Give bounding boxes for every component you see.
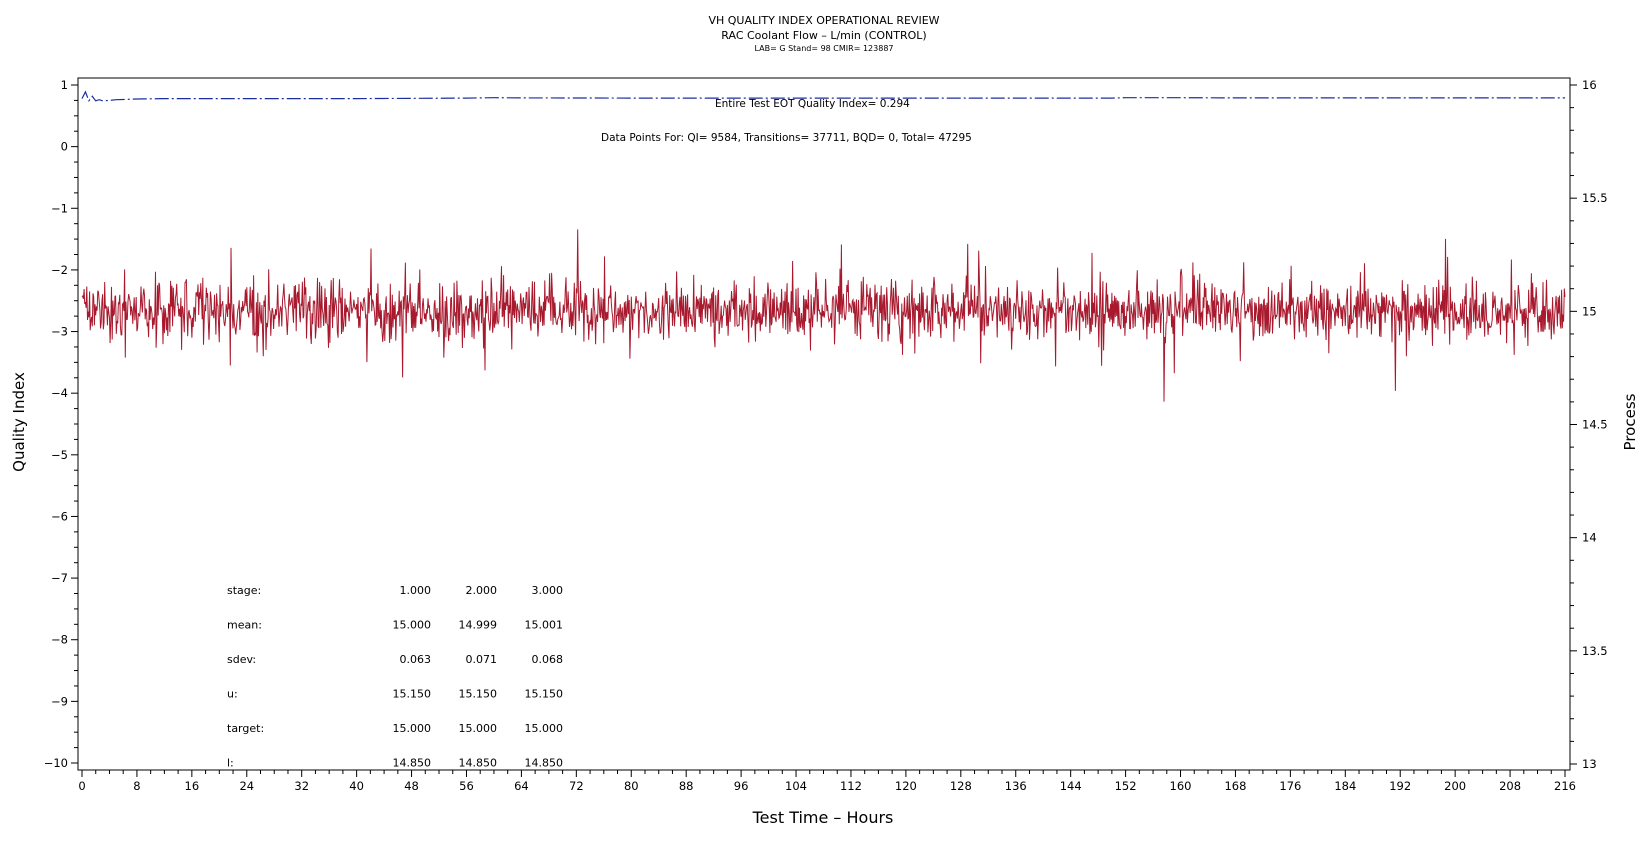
stats-cell: 15.150 (393, 688, 432, 701)
chart-meta-line: LAB= G Stand= 98 CMIR= 123887 (754, 44, 894, 53)
x-tick-label: 176 (1279, 779, 1301, 793)
quality-index-line (81, 90, 1565, 103)
y-right-tick-label: 14 (1582, 531, 1597, 545)
chart-subtitle: RAC Coolant Flow – L/min (CONTROL) (721, 29, 927, 42)
chart-title: VH QUALITY INDEX OPERATIONAL REVIEW (708, 14, 940, 27)
stats-cell: 14.850 (525, 757, 564, 770)
y-right-tick-label: 15.5 (1582, 191, 1608, 205)
stats-cell: 15.000 (525, 722, 564, 735)
stats-cell: 15.150 (525, 688, 564, 701)
y-left-tick-label: 0 (61, 140, 68, 154)
stats-cell: 14.850 (393, 757, 432, 770)
y-right-tick-label: 13 (1582, 757, 1597, 771)
eot-quality-annotation: Entire Test EOT Quality Index= 0.294 (715, 98, 910, 110)
axis-ticks: 0 8 16 24 32 40 48 56 64 72 80 88 96 104 112 120 128 136 1… (44, 78, 1608, 793)
y-left-tick-label: −8 (51, 633, 68, 647)
y-left-tick-label: −7 (51, 571, 68, 585)
x-tick-label: 64 (514, 779, 529, 793)
x-tick-label: 32 (294, 779, 309, 793)
x-tick-label: 112 (840, 779, 862, 793)
stats-row-label: sdev: (227, 653, 256, 666)
x-tick-label: 48 (404, 779, 419, 793)
stats-table: stage: 1.000 2.000 3.000 mean: 15.000 14.999 15… (227, 584, 563, 770)
x-tick-label: 0 (78, 779, 85, 793)
stats-cell: 14.999 (459, 619, 498, 632)
quality-index-series (81, 90, 1565, 103)
stats-cell: 15.001 (525, 619, 564, 632)
x-tick-label: 72 (569, 779, 584, 793)
x-tick-label: 208 (1499, 779, 1521, 793)
x-tick-label: 8 (133, 779, 140, 793)
y-left-tick-label: −10 (44, 756, 68, 770)
stats-cell: 0.068 (532, 653, 564, 666)
stats-row-label: target: (227, 722, 264, 735)
y-left-tick-label: −5 (51, 448, 68, 462)
y-right-tick-label: 15 (1582, 304, 1597, 318)
x-tick-label: 16 (185, 779, 200, 793)
x-tick-label: 160 (1170, 779, 1192, 793)
x-tick-label: 192 (1389, 779, 1411, 793)
plot-frame (77, 77, 1571, 771)
stats-row-label: stage: (227, 584, 261, 597)
process-series (81, 229, 1566, 402)
y-left-tick-label: −2 (51, 263, 68, 277)
process-line (81, 229, 1566, 402)
x-tick-label: 88 (679, 779, 694, 793)
y-axis-label-right: Process (1621, 393, 1639, 450)
y-axis-label-left: Quality Index (10, 372, 28, 472)
y-right-tick-label: 14.5 (1582, 418, 1608, 432)
x-axis-label: Test Time – Hours (752, 808, 894, 827)
stats-cell: 15.150 (459, 688, 498, 701)
x-tick-label: 200 (1444, 779, 1466, 793)
x-tick-label: 136 (1005, 779, 1027, 793)
stats-row-label: u: (227, 688, 238, 701)
x-tick-label: 40 (349, 779, 364, 793)
x-tick-label: 104 (785, 779, 807, 793)
x-tick-label: 216 (1554, 779, 1576, 793)
x-tick-label: 144 (1060, 779, 1082, 793)
x-tick-label: 24 (239, 779, 254, 793)
x-tick-label: 56 (459, 779, 474, 793)
x-tick-label: 120 (895, 779, 917, 793)
stats-cell: 15.000 (393, 722, 432, 735)
y-left-tick-label: −6 (51, 509, 68, 523)
stats-cell: 0.071 (466, 653, 498, 666)
x-tick-label: 96 (734, 779, 749, 793)
y-left-tick-label: 1 (61, 78, 68, 92)
stats-cell: 0.063 (400, 653, 432, 666)
x-tick-label: 128 (950, 779, 972, 793)
stats-row-label: l: (227, 757, 234, 770)
y-left-tick-label: −3 (51, 325, 68, 339)
stats-row-label: mean: (227, 619, 262, 632)
y-right-tick-label: 13.5 (1582, 644, 1608, 658)
y-left-tick-label: −1 (51, 201, 68, 215)
y-right-tick-label: 16 (1582, 78, 1597, 92)
stats-cell: 14.850 (459, 757, 498, 770)
stats-cell: 2.000 (466, 584, 498, 597)
y-left-tick-label: −4 (51, 386, 68, 400)
x-tick-label: 168 (1224, 779, 1246, 793)
stats-cell: 3.000 (532, 584, 564, 597)
data-points-annotation: Data Points For: QI= 9584, Transitions= … (601, 132, 972, 144)
stats-cell: 15.000 (393, 619, 432, 632)
y-left-tick-label: −9 (51, 694, 68, 708)
stats-cell: 1.000 (400, 584, 432, 597)
x-tick-label: 184 (1334, 779, 1356, 793)
stats-cell: 15.000 (459, 722, 498, 735)
x-tick-label: 152 (1115, 779, 1137, 793)
x-tick-label: 80 (624, 779, 639, 793)
